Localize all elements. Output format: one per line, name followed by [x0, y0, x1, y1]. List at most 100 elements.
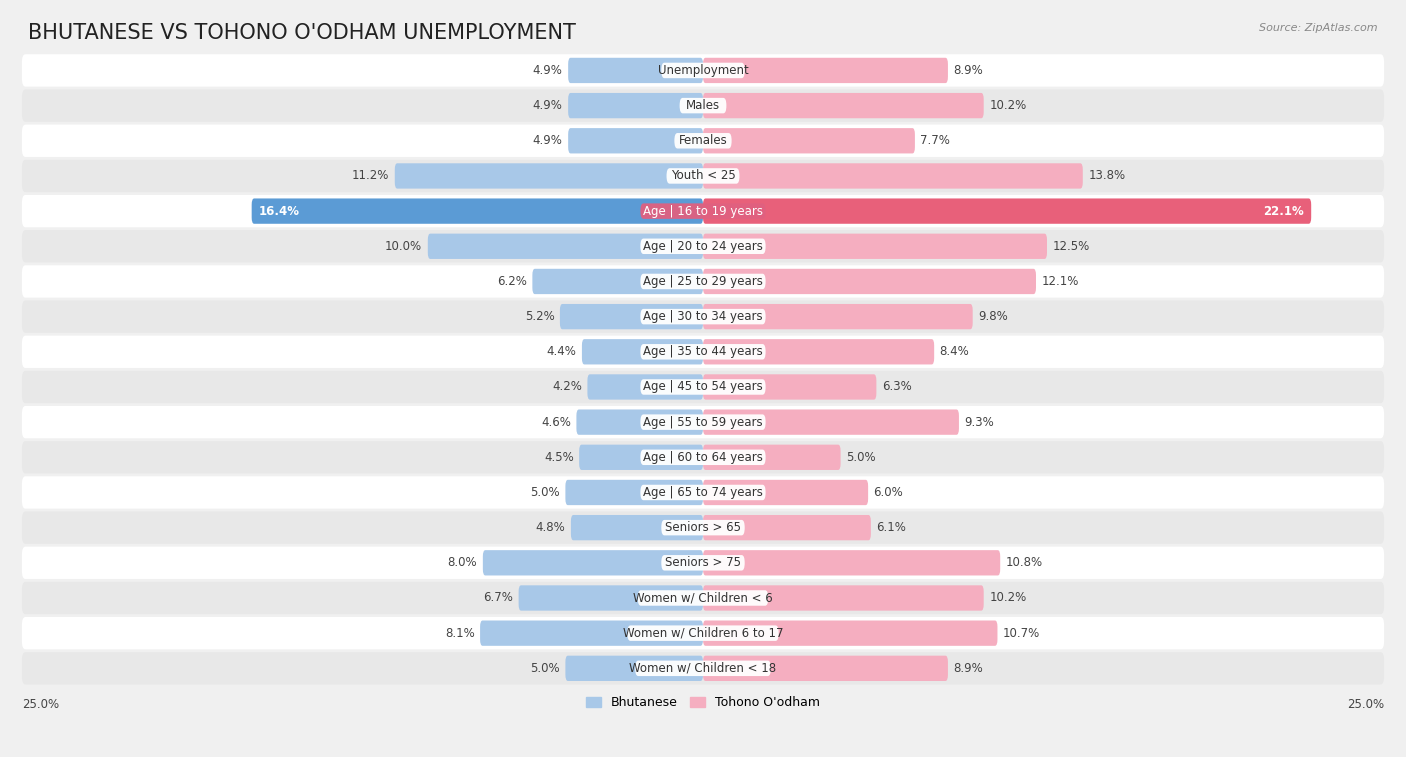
- FancyBboxPatch shape: [627, 625, 779, 641]
- Text: 10.7%: 10.7%: [1002, 627, 1040, 640]
- Text: Age | 16 to 19 years: Age | 16 to 19 years: [643, 204, 763, 217]
- Text: 5.2%: 5.2%: [524, 310, 554, 323]
- FancyBboxPatch shape: [661, 520, 745, 535]
- Text: 6.1%: 6.1%: [876, 521, 907, 534]
- FancyBboxPatch shape: [22, 371, 1384, 403]
- Text: 10.2%: 10.2%: [990, 99, 1026, 112]
- Text: Age | 45 to 54 years: Age | 45 to 54 years: [643, 381, 763, 394]
- FancyBboxPatch shape: [703, 164, 1083, 188]
- Text: Seniors > 65: Seniors > 65: [665, 521, 741, 534]
- FancyBboxPatch shape: [482, 550, 703, 575]
- Text: 8.4%: 8.4%: [939, 345, 969, 358]
- Text: Youth < 25: Youth < 25: [671, 170, 735, 182]
- FancyBboxPatch shape: [703, 480, 868, 505]
- Text: 5.0%: 5.0%: [530, 486, 560, 499]
- Text: 4.2%: 4.2%: [553, 381, 582, 394]
- Text: 9.3%: 9.3%: [965, 416, 994, 428]
- FancyBboxPatch shape: [579, 444, 703, 470]
- FancyBboxPatch shape: [640, 309, 766, 324]
- Text: 10.0%: 10.0%: [385, 240, 422, 253]
- FancyBboxPatch shape: [519, 585, 703, 611]
- FancyBboxPatch shape: [582, 339, 703, 364]
- Text: 4.5%: 4.5%: [544, 451, 574, 464]
- FancyBboxPatch shape: [565, 656, 703, 681]
- FancyBboxPatch shape: [22, 582, 1384, 614]
- Text: 16.4%: 16.4%: [259, 204, 299, 217]
- FancyBboxPatch shape: [22, 195, 1384, 227]
- FancyBboxPatch shape: [675, 133, 731, 148]
- FancyBboxPatch shape: [703, 128, 915, 154]
- Text: Women w/ Children 6 to 17: Women w/ Children 6 to 17: [623, 627, 783, 640]
- FancyBboxPatch shape: [703, 656, 948, 681]
- FancyBboxPatch shape: [22, 160, 1384, 192]
- FancyBboxPatch shape: [638, 590, 768, 606]
- Text: 4.8%: 4.8%: [536, 521, 565, 534]
- FancyBboxPatch shape: [703, 339, 934, 364]
- FancyBboxPatch shape: [22, 230, 1384, 263]
- Text: 10.8%: 10.8%: [1005, 556, 1043, 569]
- FancyBboxPatch shape: [661, 555, 745, 571]
- FancyBboxPatch shape: [703, 93, 984, 118]
- FancyBboxPatch shape: [565, 480, 703, 505]
- Text: 4.6%: 4.6%: [541, 416, 571, 428]
- FancyBboxPatch shape: [560, 304, 703, 329]
- Text: 8.9%: 8.9%: [953, 64, 983, 77]
- Text: 7.7%: 7.7%: [921, 134, 950, 148]
- FancyBboxPatch shape: [22, 617, 1384, 650]
- FancyBboxPatch shape: [479, 621, 703, 646]
- FancyBboxPatch shape: [679, 98, 727, 114]
- Text: Age | 65 to 74 years: Age | 65 to 74 years: [643, 486, 763, 499]
- FancyBboxPatch shape: [703, 374, 876, 400]
- FancyBboxPatch shape: [703, 444, 841, 470]
- FancyBboxPatch shape: [22, 125, 1384, 157]
- Text: Age | 25 to 29 years: Age | 25 to 29 years: [643, 275, 763, 288]
- FancyBboxPatch shape: [640, 238, 766, 254]
- FancyBboxPatch shape: [640, 450, 766, 465]
- FancyBboxPatch shape: [568, 128, 703, 154]
- Text: 5.0%: 5.0%: [846, 451, 876, 464]
- FancyBboxPatch shape: [22, 476, 1384, 509]
- FancyBboxPatch shape: [640, 414, 766, 430]
- FancyBboxPatch shape: [636, 661, 770, 676]
- FancyBboxPatch shape: [640, 204, 766, 219]
- Text: BHUTANESE VS TOHONO O'ODHAM UNEMPLOYMENT: BHUTANESE VS TOHONO O'ODHAM UNEMPLOYMENT: [28, 23, 576, 42]
- Text: 4.9%: 4.9%: [533, 64, 562, 77]
- Text: Source: ZipAtlas.com: Source: ZipAtlas.com: [1260, 23, 1378, 33]
- FancyBboxPatch shape: [703, 621, 997, 646]
- Text: Males: Males: [686, 99, 720, 112]
- FancyBboxPatch shape: [22, 89, 1384, 122]
- Text: 9.8%: 9.8%: [979, 310, 1008, 323]
- FancyBboxPatch shape: [703, 234, 1047, 259]
- Text: Age | 35 to 44 years: Age | 35 to 44 years: [643, 345, 763, 358]
- Text: 6.2%: 6.2%: [496, 275, 527, 288]
- Text: Females: Females: [679, 134, 727, 148]
- FancyBboxPatch shape: [703, 410, 959, 435]
- FancyBboxPatch shape: [640, 274, 766, 289]
- FancyBboxPatch shape: [661, 63, 745, 78]
- Text: Seniors > 75: Seniors > 75: [665, 556, 741, 569]
- Text: Age | 55 to 59 years: Age | 55 to 59 years: [643, 416, 763, 428]
- Text: Women w/ Children < 18: Women w/ Children < 18: [630, 662, 776, 674]
- Text: 6.0%: 6.0%: [873, 486, 904, 499]
- Text: Unemployment: Unemployment: [658, 64, 748, 77]
- FancyBboxPatch shape: [703, 304, 973, 329]
- FancyBboxPatch shape: [703, 269, 1036, 294]
- FancyBboxPatch shape: [22, 265, 1384, 298]
- Text: 8.9%: 8.9%: [953, 662, 983, 674]
- FancyBboxPatch shape: [395, 164, 703, 188]
- FancyBboxPatch shape: [640, 379, 766, 394]
- Text: 12.1%: 12.1%: [1042, 275, 1078, 288]
- FancyBboxPatch shape: [22, 652, 1384, 684]
- FancyBboxPatch shape: [666, 168, 740, 184]
- FancyBboxPatch shape: [703, 585, 984, 611]
- Text: Age | 20 to 24 years: Age | 20 to 24 years: [643, 240, 763, 253]
- FancyBboxPatch shape: [252, 198, 703, 224]
- Text: 13.8%: 13.8%: [1088, 170, 1125, 182]
- Text: 4.9%: 4.9%: [533, 134, 562, 148]
- FancyBboxPatch shape: [533, 269, 703, 294]
- FancyBboxPatch shape: [703, 198, 1312, 224]
- FancyBboxPatch shape: [568, 58, 703, 83]
- Text: 8.0%: 8.0%: [447, 556, 477, 569]
- Text: 11.2%: 11.2%: [352, 170, 389, 182]
- FancyBboxPatch shape: [22, 547, 1384, 579]
